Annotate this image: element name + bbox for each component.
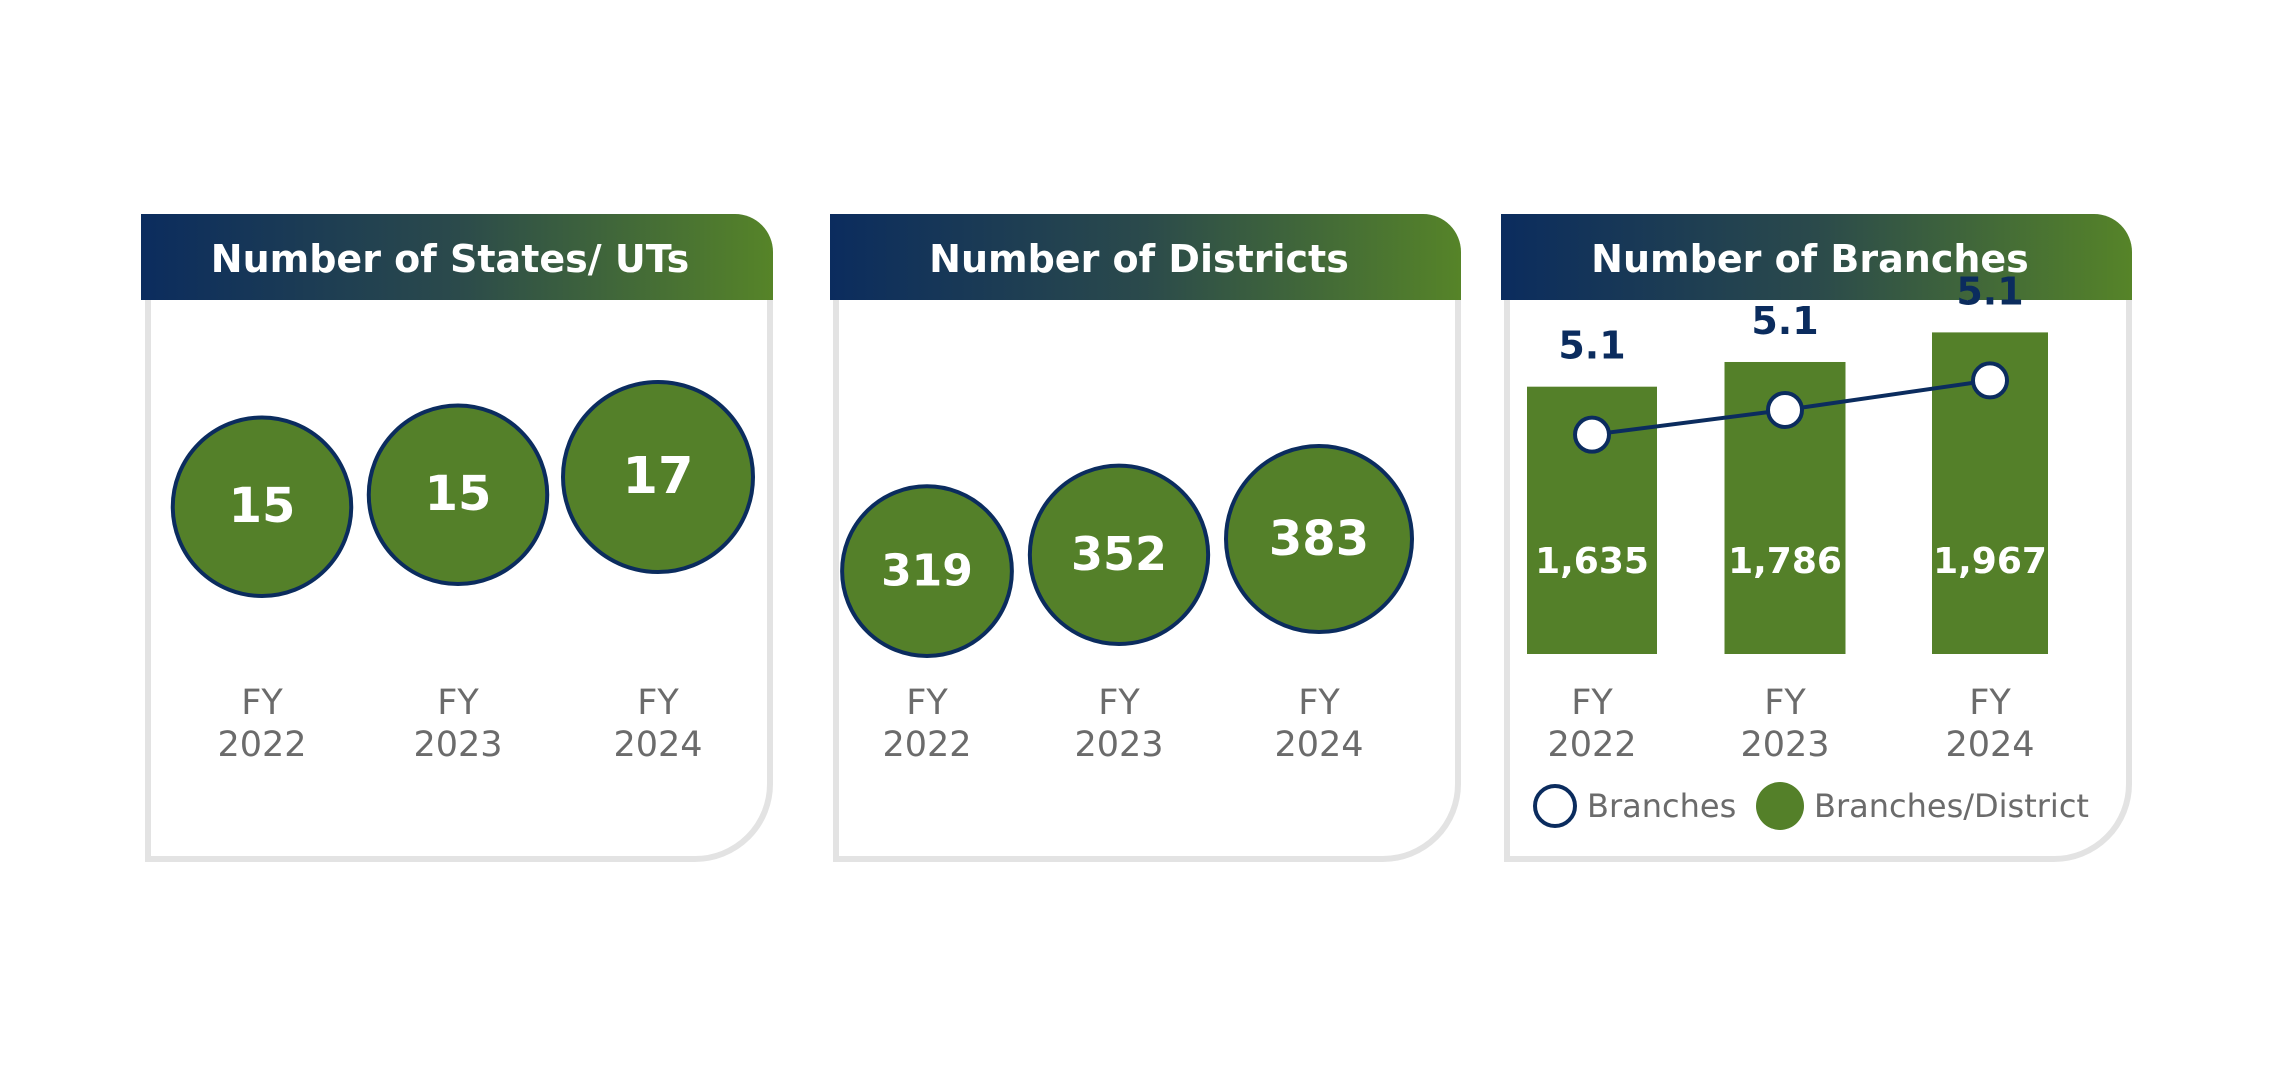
line-point-marker: [1766, 390, 1804, 429]
districts-panel: Number of Districts 319 FY 2022 352 FY 2023 38…: [830, 214, 1461, 862]
panel-title: Number of Districts: [929, 237, 1349, 281]
legend-marker-filled: [1756, 782, 1804, 830]
bubble-fy-2024: [561, 380, 755, 574]
bar-value-label: 1,967: [1933, 541, 2047, 582]
bubble-value-label: 352: [1071, 527, 1167, 581]
bar-value-label: 1,635: [1535, 541, 1649, 582]
legend-label: Branches: [1587, 787, 1736, 825]
bubble-value-label: 15: [229, 478, 296, 534]
bar-value-label: 1,786: [1728, 541, 1842, 582]
ratio-value-label: 5.1: [1956, 269, 2023, 313]
x-tick-label: FY 2022: [217, 683, 306, 765]
bar-line-series: 1,635 5.1 FY 2022 1,786 5.1 FY 2023 1,967 5.1 FY 20…: [1527, 269, 2048, 765]
bubble-fy-2022: [840, 484, 1014, 659]
panel-frame: [833, 300, 1461, 862]
x-tick-label: FY 2023: [1740, 683, 1829, 765]
bubble-value-label: 15: [425, 466, 492, 522]
line-point-marker: [1971, 361, 2009, 400]
bubble-value-label: 319: [881, 546, 973, 597]
x-tick-label: FY 2024: [613, 683, 702, 765]
legend-marker-outline: [1533, 784, 1577, 828]
bubble-series: 319 FY 2022 352 FY 2023 383 FY 2024: [840, 444, 1414, 765]
panel-header: [141, 214, 773, 300]
x-tick-label: FY 2023: [1074, 683, 1163, 765]
line-point-marker: [1573, 415, 1611, 454]
bubble-series: 15 FY 2022 15 FY 2023 17 FY 2024: [170, 380, 755, 765]
panel-header: [1501, 214, 2132, 300]
panel-header: [830, 214, 1461, 300]
ratio-value-label: 5.1: [1558, 324, 1625, 368]
x-tick-label: FY 2022: [882, 683, 971, 765]
bubble-value-label: 383: [1269, 511, 1369, 567]
states-uts-panel: Number of States/ UTs 15 FY 2022 15 FY 2023 17…: [141, 214, 773, 862]
panel-title: Number of States/ UTs: [211, 237, 689, 281]
bubble-fy-2023: [366, 403, 550, 586]
panel-frame: [145, 300, 773, 862]
bubble-fy-2023: [1027, 463, 1211, 647]
x-tick-label: FY 2024: [1945, 683, 2034, 765]
bubble-fy-2024: [1224, 444, 1414, 634]
panel-title: Number of Branches: [1591, 237, 2029, 281]
bubble-value-label: 17: [623, 447, 694, 506]
bubble-fy-2022: [170, 415, 354, 598]
panel-frame: [1504, 300, 2132, 862]
branches-panel: Number of Branches 1,635 5.1 FY 2022 1,786 5.…: [1501, 214, 2132, 862]
legend-label: Branches/District: [1814, 787, 2089, 825]
ratio-value-label: 5.1: [1751, 299, 1818, 343]
x-tick-label: FY 2022: [1547, 683, 1636, 765]
legend: Branches Branches/District: [1533, 782, 2089, 830]
x-tick-label: FY 2023: [413, 683, 502, 765]
x-tick-label: FY 2024: [1274, 683, 1363, 765]
